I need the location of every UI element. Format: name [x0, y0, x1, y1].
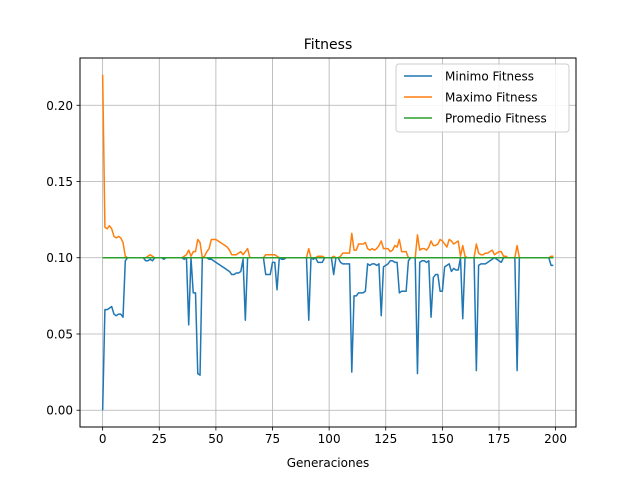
- legend-label: Promedio Fitness: [445, 112, 547, 126]
- series-lines: [101, 74, 554, 411]
- x-axis-label: Generaciones: [287, 456, 369, 470]
- y-tick-label: 0.05: [46, 327, 73, 341]
- x-tick-label: 75: [265, 432, 280, 446]
- y-tick-label: 0.15: [46, 175, 73, 189]
- y-tick-label: 0.00: [46, 404, 73, 418]
- x-tick-label: 50: [208, 432, 223, 446]
- x-tick-label: 25: [152, 432, 167, 446]
- axis-ticks: 0 25 50 75 100 125 150 175 200 0.00 0.05 0.10 0.15 0.…: [46, 99, 567, 446]
- x-tick-label: 0: [99, 432, 107, 446]
- x-tick-label: 125: [374, 432, 397, 446]
- x-tick-label: 100: [318, 432, 341, 446]
- legend-box: [395, 63, 570, 133]
- legend: Minimo Fitness Maximo Fitness Promedio Fit…: [395, 63, 570, 133]
- x-tick-label: 175: [488, 432, 511, 446]
- plot-frame: [79, 57, 577, 428]
- chart-title: Fitness: [304, 37, 353, 53]
- legend-label: Maximo Fitness: [445, 91, 538, 105]
- x-tick-label: 150: [431, 432, 454, 446]
- y-tick-label: 0.10: [46, 251, 73, 265]
- y-tick-label: 0.20: [46, 99, 73, 113]
- x-tick-label: 200: [544, 432, 567, 446]
- legend-label: Minimo Fitness: [445, 70, 534, 84]
